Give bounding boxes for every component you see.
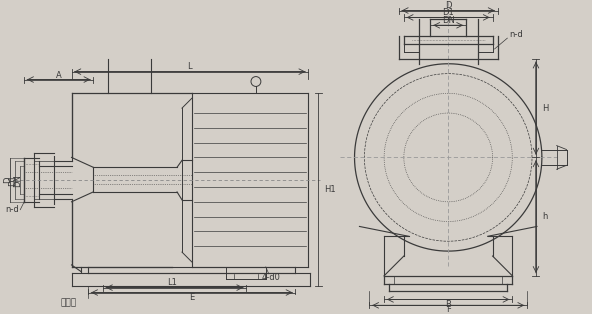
Text: B: B: [445, 300, 451, 309]
Text: D1: D1: [442, 8, 454, 17]
Text: h: h: [542, 212, 547, 221]
Text: DN: DN: [442, 16, 455, 25]
Text: 隔振垫: 隔振垫: [60, 298, 76, 307]
Text: n-d: n-d: [509, 30, 523, 39]
Text: D: D: [445, 1, 452, 10]
Text: E: E: [189, 293, 194, 302]
Text: A: A: [56, 71, 62, 80]
Text: F: F: [446, 305, 451, 314]
Text: 4-d0: 4-d0: [261, 273, 280, 282]
Text: L1: L1: [167, 278, 177, 287]
Text: DN: DN: [13, 174, 22, 187]
Text: H1: H1: [324, 186, 336, 194]
Text: H: H: [542, 104, 548, 113]
Text: D: D: [3, 177, 12, 183]
Text: L: L: [188, 62, 192, 71]
Text: n-d: n-d: [5, 205, 20, 214]
Text: D1: D1: [8, 174, 17, 186]
